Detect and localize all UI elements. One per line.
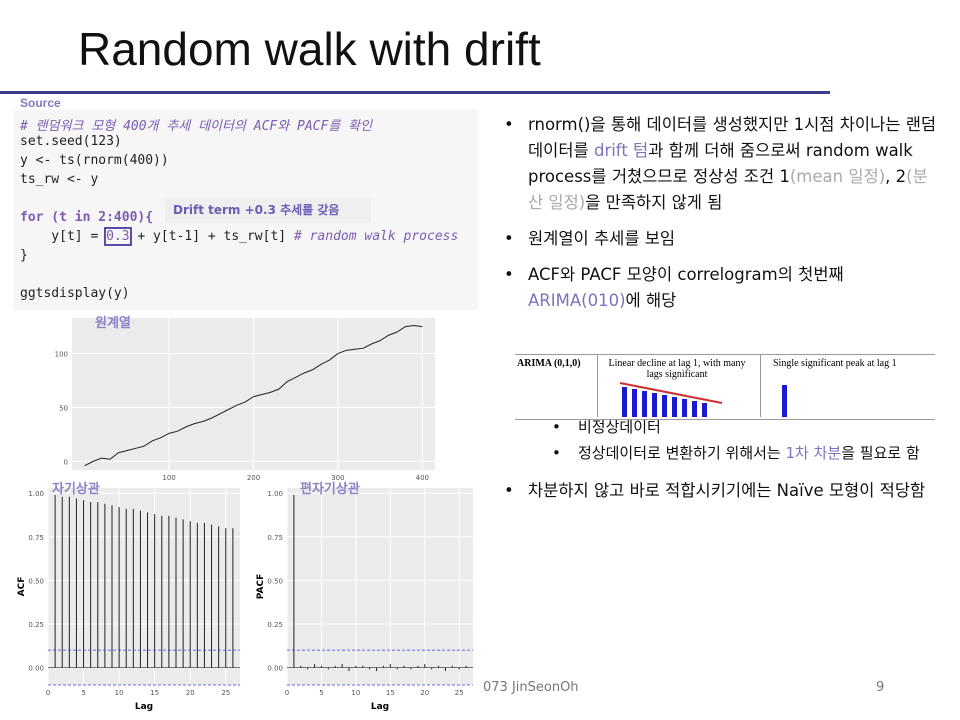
code-part: + y[t-1] + ts_rw[t] — [129, 229, 294, 244]
x-tick-label: 0 — [285, 689, 289, 697]
panel — [48, 488, 240, 685]
sub-list: 비정상데이터 정상데이터로 변환하기 위해서는 1차 차분을 필요로 함 — [500, 416, 940, 464]
code-line: set.seed(123) — [20, 134, 122, 149]
source-label: Source — [20, 96, 61, 110]
page-number: 9 — [876, 680, 885, 695]
slide-title: Random walk with drift — [78, 23, 541, 75]
text: , 2 — [885, 167, 907, 186]
y-tick-label: 0.50 — [28, 577, 44, 585]
x-tick-label: 25 — [221, 689, 230, 697]
plot-title: 자기상관 — [52, 482, 100, 497]
text: ARIMA(010) — [528, 291, 626, 310]
text: 원계열이 추세를 보임 — [528, 229, 676, 248]
text: 차분하지 않고 바로 적합시키기에는 Naïve 모형이 적당함 — [528, 481, 926, 500]
bullet-list: rnorm()을 통해 데이터를 생성했지만 1시점 차이나는 랜덤데이터를 d… — [500, 112, 940, 514]
text: (mean 일정) — [789, 167, 886, 186]
y-tick-label: 0.75 — [267, 534, 283, 542]
text: drift 텀 — [593, 141, 649, 160]
correlogram-icon — [619, 382, 723, 417]
y-tick-label: 1.00 — [28, 490, 44, 498]
x-tick-label: 20 — [420, 689, 429, 697]
correlogram-snippet: ARIMA (0,1,0) Linear decline at lag 1, w… — [515, 354, 935, 420]
x-tick-label: 25 — [455, 689, 464, 697]
text: 을 만족하지 않게 됨 — [585, 193, 723, 212]
x-tick-label: 10 — [115, 689, 124, 697]
y-tick-label: 50 — [59, 404, 68, 412]
x-tick-label: 200 — [247, 474, 260, 482]
bullet: rnorm()을 통해 데이터를 생성했지만 1시점 차이나는 랜덤데이터를 d… — [500, 112, 940, 216]
text: 비정상데이터 — [578, 418, 661, 436]
code-line: ts_rw <- y — [20, 172, 99, 187]
footer-author: 073 JinSeonOh — [483, 680, 579, 695]
model: ARIMA (0,1,0) — [517, 358, 581, 369]
code-line: } — [20, 248, 28, 263]
text: (분산 일정) — [528, 167, 928, 212]
x-tick-label: 400 — [416, 474, 429, 482]
text: rnorm()을 통해 데이터를 생성했지만 1시점 차이나는 랜덤데이터를 — [528, 115, 937, 160]
text: 정상데이터로 변환하기 위해서는 — [578, 444, 786, 462]
sub-bullet: 비정상데이터 — [500, 416, 940, 438]
plot-title: 원계열 — [95, 316, 131, 331]
x-tick-label: 20 — [186, 689, 195, 697]
code-line: # 랜덤워크 모형 400개 추세 데이터의 ACF와 PACF를 확인 — [20, 119, 373, 134]
text: 과 함께 더해 줌으로써 random walk process를 거쳤으므로 … — [528, 141, 913, 186]
y-axis-label: PACF — [256, 574, 266, 600]
y-axis-label: ACF — [17, 577, 27, 597]
code-line: y <- ts(rnorm(400)) — [20, 153, 169, 168]
pacf-text: Single significant peak at lag 1 — [773, 358, 897, 369]
code-line: y[t] = 0.3 + y[t-1] + ts_rw[t] # random … — [20, 227, 459, 246]
y-tick-label: 0.50 — [267, 577, 283, 585]
x-tick-label: 100 — [162, 474, 175, 482]
text: 을 필요로 함 — [841, 444, 920, 462]
bullet: 차분하지 않고 바로 적합시키기에는 Naïve 모형이 적당함 — [500, 478, 940, 504]
x-tick-label: 15 — [150, 689, 159, 697]
y-tick-label: 100 — [55, 351, 68, 359]
y-tick-label: 0 — [64, 458, 68, 466]
x-tick-label: 10 — [351, 689, 360, 697]
code-part: 0.3 — [104, 227, 132, 246]
x-tick-label: 300 — [331, 474, 344, 482]
x-tick-label: 5 — [81, 689, 85, 697]
bullet: 원계열이 추세를 보임 — [500, 226, 940, 252]
y-tick-label: 0.00 — [28, 665, 44, 673]
acf-text: Linear decline at lag 1, with many lags … — [608, 358, 746, 380]
bullet: ACF와 PACF 모양이 correlogram의 첫번째 ARIMA(010… — [500, 262, 940, 314]
panel — [287, 488, 473, 685]
series-line — [84, 325, 423, 467]
x-tick-label: 15 — [386, 689, 395, 697]
y-tick-label: 0.00 — [267, 665, 283, 673]
x-axis-label: Lag — [135, 702, 153, 712]
sub-bullet: 정상데이터로 변환하기 위해서는 1차 차분을 필요로 함 — [500, 442, 940, 464]
annotation: Drift term +0.3 추세를 갖음 — [165, 198, 371, 223]
x-tick-label: 0 — [46, 689, 50, 697]
x-axis-label: Lag — [371, 702, 389, 712]
text: 1차 차분 — [785, 444, 842, 462]
title-rule — [0, 91, 830, 94]
code-line: ggtsdisplay(y) — [20, 286, 130, 301]
x-tick-label: 5 — [319, 689, 323, 697]
code-part: # random walk process — [293, 229, 459, 244]
text: 에 해당 — [625, 291, 677, 310]
correlogram-icon — [782, 385, 787, 417]
code-line: for (t in 2:400){ — [20, 210, 154, 225]
plot-title: 편자기상관 — [300, 482, 360, 497]
y-tick-label: 0.75 — [28, 534, 44, 542]
y-tick-label: 0.25 — [28, 621, 44, 629]
code-part: y[t] = — [20, 229, 107, 244]
y-tick-label: 1.00 — [267, 490, 283, 498]
y-tick-label: 0.25 — [267, 621, 283, 629]
text: ACF와 PACF 모양이 correlogram의 첫번째 — [528, 265, 844, 284]
